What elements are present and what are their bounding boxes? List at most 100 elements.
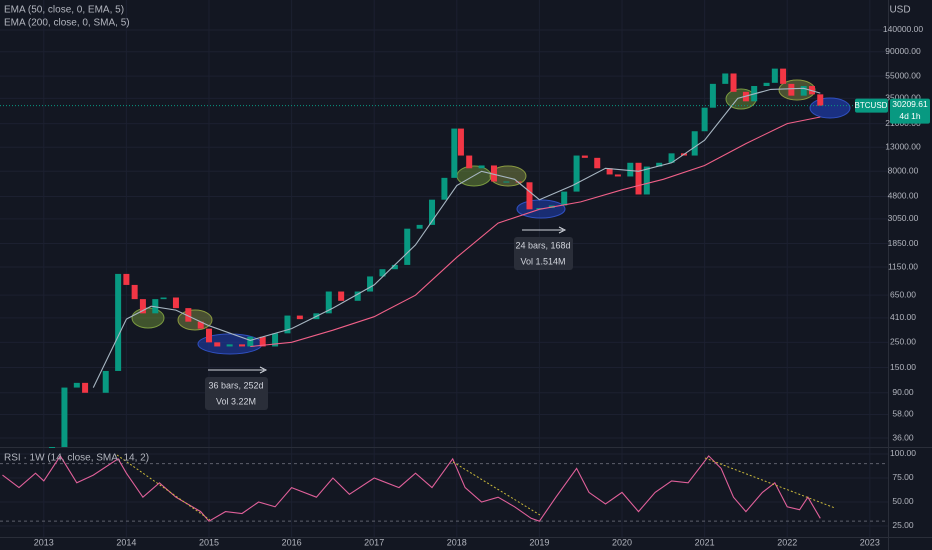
candle [379,269,386,277]
x-tick-label: 2014 [116,537,136,547]
candle [441,177,448,200]
measure: 36 bars, 252d Vol 3.22M 24 bars, 168d Vo… [205,226,573,410]
candle [49,447,56,449]
trendline [704,457,836,509]
candle [780,68,787,84]
candle [391,264,398,270]
y-tick-label: 100.00 [890,448,916,458]
price-badge [890,98,930,124]
trendline [452,461,541,516]
x-tick-label: 2020 [612,537,632,547]
x-tick-label: 2022 [777,537,797,547]
indicator-line [92,87,821,388]
candle [272,333,279,347]
candle [214,342,221,347]
y-tick-label: 90000.00 [885,46,921,56]
candle [325,291,332,314]
candle [102,370,109,393]
x-tick-label: 2015 [199,537,219,547]
candle [172,297,179,309]
candle [115,273,122,371]
rsi-line [2,454,821,522]
legend-entry: EMA (50, close, 0, EMA, 5) [4,5,124,16]
marks [0,68,888,522]
candle [573,155,580,192]
candle [581,155,588,158]
candle [239,344,246,347]
candle [152,299,159,314]
x-tick-label: 2013 [34,537,54,547]
candle [404,228,411,265]
measure-box [205,377,268,410]
last-price: 30209.61 [892,99,928,109]
candle [185,308,192,322]
candle [788,83,795,96]
candle [416,224,423,229]
candle [817,94,824,106]
grid [0,0,888,537]
y-tick-label: 13000.00 [885,142,921,152]
symbol-label: BTCUSD [855,101,888,110]
candle [367,276,374,292]
x-tick-label: 2021 [695,537,715,547]
candle [503,181,510,183]
candle [466,155,473,169]
y-tick-label: 3050.00 [888,213,919,223]
y-tick-label: 25.00 [892,520,914,530]
candle [800,86,807,96]
y-tick-label: 150.00 [890,362,916,372]
y-tick-label: 1150.00 [888,261,918,271]
candle [338,291,345,301]
arrow-head [558,226,567,234]
candle [247,336,254,347]
y-tick-label: 50.00 [892,496,914,506]
candle [478,165,485,169]
countdown: 4d 1h [899,111,921,121]
candle [730,73,737,92]
candle [561,191,568,206]
candle [594,157,601,169]
x-tick-label: 2017 [364,537,384,547]
x-tick-label: 2018 [447,537,467,547]
y-tick-label: 58.00 [892,409,914,419]
measure-text: Vol 3.22M [216,396,256,406]
candle [763,82,770,87]
candle [536,208,543,210]
candle [429,199,436,225]
rsi-title: RSI · 1W (14, close, SMA, 14, 2) [4,453,149,464]
candle [296,315,303,320]
candle [691,131,698,156]
candle [771,68,778,83]
rsi-trendlines [116,454,836,521]
candle [82,382,89,393]
candle [131,284,138,300]
candle [354,291,361,301]
y-tick-label: 35000.00 [885,93,921,103]
y-tick-label: 36.00 [892,432,914,442]
measure-text: Vol 1.514M [520,256,565,266]
candle [139,299,146,314]
candle [722,73,729,84]
measure-box [514,237,573,270]
candle [668,153,675,163]
y-tick-label: 8000.00 [888,166,919,176]
x-tick-label: 2016 [282,537,302,547]
candle [226,344,233,347]
measure-text: 36 bars, 252d [208,380,263,390]
y-tick-label: 55000.00 [885,70,921,80]
symbol-badge [855,98,888,113]
legend-entry: EMA (200, close, 0, SMA, 5) [4,18,130,29]
y-tick-label: 410.00 [890,312,916,322]
candle [643,166,650,195]
candle [123,273,130,285]
candle [635,162,642,195]
candle [259,336,266,347]
measure-text: 24 bars, 168d [515,240,570,250]
candle [205,328,212,343]
x-tick-label: 2019 [529,537,549,547]
candle [614,174,621,177]
highlight [131,307,165,329]
candle [451,128,458,178]
highlight [809,97,851,119]
